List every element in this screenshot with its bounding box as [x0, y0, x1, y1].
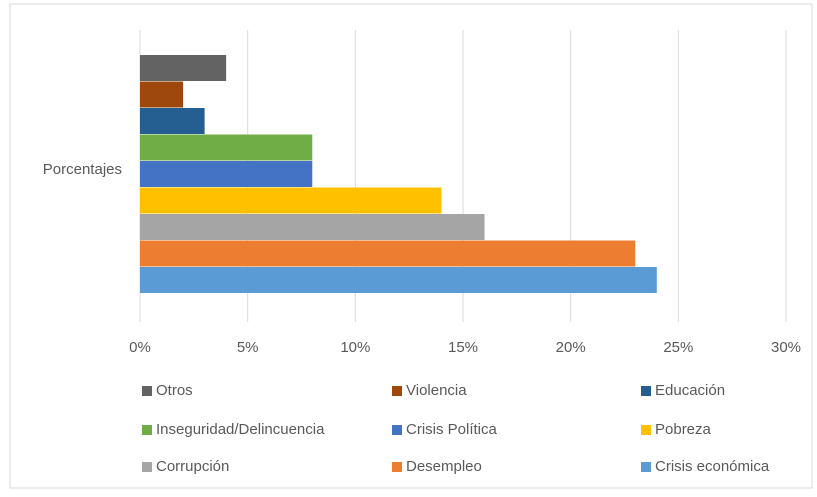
bar	[140, 240, 636, 267]
bar	[140, 161, 313, 187]
legend-label: Pobreza	[655, 421, 712, 438]
legend-label: Educación	[655, 382, 725, 399]
legend-label: Crisis Política	[406, 421, 498, 438]
x-tick-label: 30%	[771, 339, 801, 356]
legend-label: Otros	[156, 382, 193, 399]
bar	[140, 187, 442, 214]
legend-swatch	[392, 462, 402, 472]
legend-swatch	[142, 386, 152, 396]
legend-swatch	[641, 425, 651, 435]
bar	[140, 134, 313, 161]
bar	[140, 214, 485, 240]
legend-label: Desempleo	[406, 458, 482, 475]
bar	[140, 108, 205, 134]
x-tick-label: 10%	[340, 339, 370, 356]
x-tick-label: 25%	[663, 339, 693, 356]
x-tick-label: 20%	[556, 339, 586, 356]
bar	[140, 55, 227, 81]
legend-label: Inseguridad/Delincuencia	[156, 421, 325, 438]
x-tick-label: 5%	[237, 339, 259, 356]
legend-swatch	[142, 425, 152, 435]
legend-swatch	[392, 425, 402, 435]
legend-swatch	[392, 386, 402, 396]
legend-swatch	[641, 462, 651, 472]
legend-swatch	[641, 386, 651, 396]
legend-label: Crisis económica	[655, 458, 770, 475]
legend-label: Corrupción	[156, 458, 229, 475]
y-tick-label: Porcentajes	[43, 161, 122, 178]
x-tick-label: 0%	[129, 339, 151, 356]
legend-label: Violencia	[406, 382, 467, 399]
bar	[140, 267, 657, 293]
x-tick-label: 15%	[448, 339, 478, 356]
legend-swatch	[142, 462, 152, 472]
bar	[140, 81, 184, 108]
